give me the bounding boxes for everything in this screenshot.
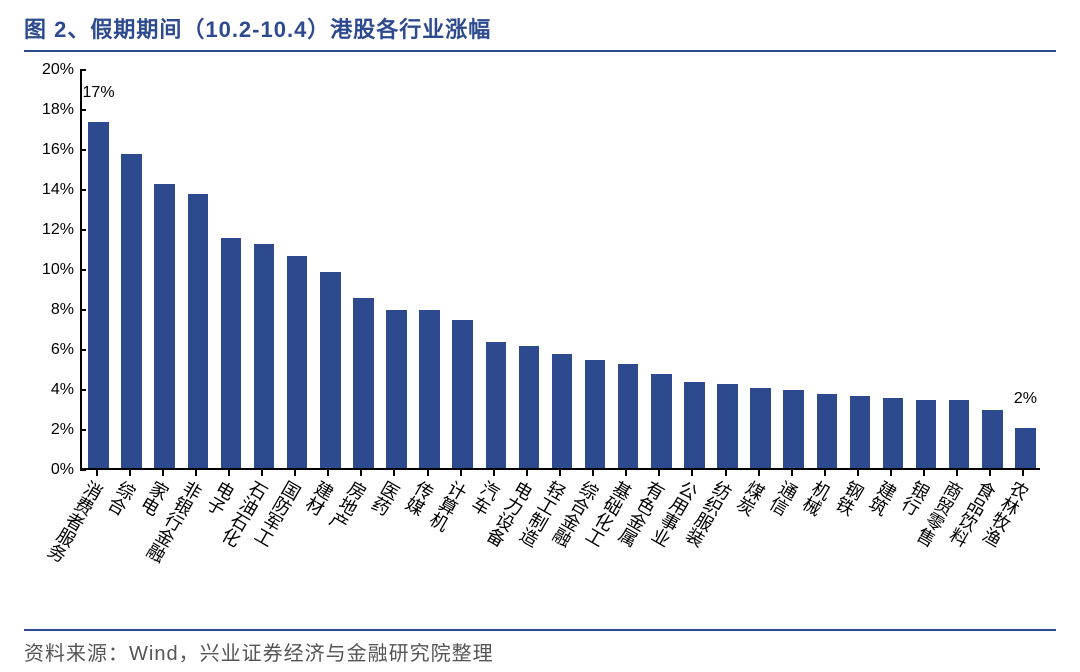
bar: [949, 400, 970, 468]
xtick-mark: [592, 470, 594, 476]
bar: [982, 410, 1003, 468]
bar: [585, 360, 606, 468]
bar: [519, 346, 540, 468]
xtick-mark: [625, 470, 627, 476]
bar: [817, 394, 838, 468]
xtick-mark: [956, 470, 958, 476]
xtick-label: 煤炭: [729, 476, 770, 520]
plot-area: 17% 2%: [80, 70, 1040, 470]
xtick-mark: [658, 470, 660, 476]
xtick-mark: [294, 470, 296, 476]
bar-chart: 0%2%4%6%8%10%12%14%16%18%20% 17%2% 消费者服务…: [30, 70, 1050, 580]
source-text: 资料来源：Wind，兴业证券经济与金融研究院整理: [24, 643, 494, 665]
bar: [88, 122, 109, 468]
xtick-label: 通信: [762, 476, 803, 520]
bar: [486, 342, 507, 468]
bar-annotation: 2%: [1014, 390, 1037, 408]
bar: [221, 238, 242, 468]
chart-title-row: 图 2、假期期间（10.2-10.4）港股各行业涨幅: [24, 12, 1056, 52]
xtick-mark: [791, 470, 793, 476]
chart-title: 图 2、假期期间（10.2-10.4）港股各行业涨幅: [24, 17, 491, 42]
xtick-mark: [691, 470, 693, 476]
xtick-mark: [360, 470, 362, 476]
xtick-label: 建筑: [862, 476, 903, 520]
bar: [353, 298, 374, 468]
xtick-mark: [923, 470, 925, 476]
ytick-label: 16%: [30, 141, 80, 159]
ytick-label: 12%: [30, 221, 80, 239]
bar: [883, 398, 904, 468]
ytick-label: 14%: [30, 181, 80, 199]
xtick-mark: [890, 470, 892, 476]
bar: [452, 320, 473, 468]
bar-annotation: 17%: [83, 84, 115, 102]
xtick-mark: [857, 470, 859, 476]
bar: [188, 194, 209, 468]
bar: [618, 364, 639, 468]
xtick-label: 钢铁: [829, 476, 870, 520]
bar: [916, 400, 937, 468]
bars-group: 17% 2%: [82, 70, 1040, 468]
xtick-mark: [989, 470, 991, 476]
bar: [850, 396, 871, 468]
xtick-mark: [559, 470, 561, 476]
source-row: 资料来源：Wind，兴业证券经济与金融研究院整理: [24, 629, 1056, 666]
bar: [154, 184, 175, 468]
bar: [386, 310, 407, 468]
bar: [651, 374, 672, 468]
xtick-label: 机械: [796, 476, 837, 520]
xtick-mark: [526, 470, 528, 476]
bar: [1015, 428, 1036, 468]
xtick-mark: [824, 470, 826, 476]
bar: [750, 388, 771, 468]
xtick-mark: [261, 470, 263, 476]
xtick-label: 消费者服务: [40, 476, 108, 567]
ytick-label: 8%: [30, 301, 80, 319]
xtick-mark: [1022, 470, 1024, 476]
bar: [783, 390, 804, 468]
xtick-mark: [725, 470, 727, 476]
bar: [684, 382, 705, 468]
bar: [419, 310, 440, 468]
bar: [320, 272, 341, 468]
xtick-mark: [427, 470, 429, 476]
ytick-label: 6%: [30, 341, 80, 359]
xtick-mark: [195, 470, 197, 476]
xtick-mark: [493, 470, 495, 476]
ytick-label: 20%: [30, 61, 80, 79]
xtick-mark: [228, 470, 230, 476]
ytick-label: 0%: [30, 461, 80, 479]
bar: [287, 256, 308, 468]
xtick-mark: [327, 470, 329, 476]
xtick-label: 综合: [100, 476, 141, 520]
ytick-label: 2%: [30, 421, 80, 439]
x-axis-labels: 消费者服务综合家电非银行金融电子石油石化国防军工建材房地产医药传媒计算机汽车电力…: [80, 470, 1040, 590]
xtick-mark: [129, 470, 131, 476]
xtick-mark: [393, 470, 395, 476]
xtick-mark: [96, 470, 98, 476]
xtick-mark: [758, 470, 760, 476]
xtick-mark: [460, 470, 462, 476]
bar: [552, 354, 573, 468]
bar: [254, 244, 275, 468]
ytick-label: 10%: [30, 261, 80, 279]
ytick-label: 18%: [30, 101, 80, 119]
xtick-mark: [162, 470, 164, 476]
bar: [121, 154, 142, 468]
ytick-label: 4%: [30, 381, 80, 399]
xtick-label: 医药: [365, 476, 406, 520]
bar: [717, 384, 738, 468]
